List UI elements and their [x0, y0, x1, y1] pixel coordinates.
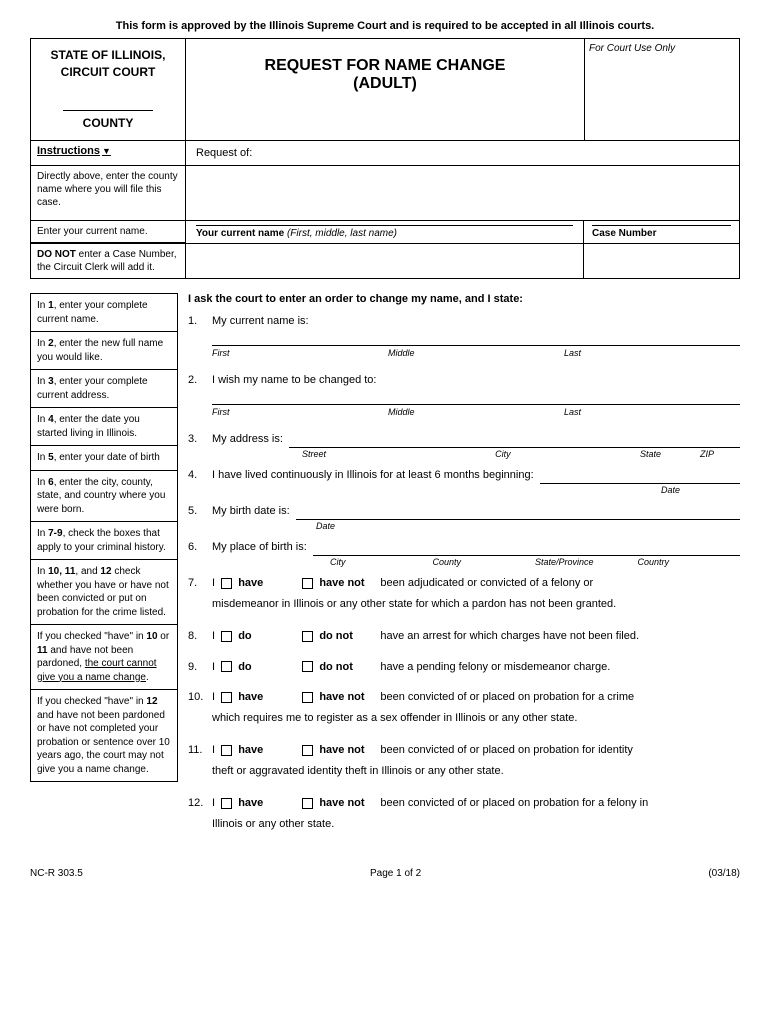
form-date: (03/18) [708, 868, 740, 879]
approval-notice: This form is approved by the Illinois Su… [30, 20, 740, 32]
sidebar-box-4: In 4, enter the date you started living … [30, 407, 178, 445]
sidebar-box-2: In 2, enter the new full name you would … [30, 331, 178, 369]
sidebar-box-5: In 5, enter your date of birth [30, 445, 178, 470]
county-input-line[interactable] [63, 110, 153, 111]
item-5-label: My birth date is: [212, 503, 290, 520]
instructions-row: Instructions Request of: [30, 141, 740, 166]
checkbox-8-donot[interactable] [302, 631, 313, 642]
form-content: I ask the court to enter an order to cha… [188, 293, 740, 848]
checkbox-12-havenot[interactable] [302, 798, 313, 809]
checkbox-10-havenot[interactable] [302, 692, 313, 703]
item-4-input[interactable] [540, 467, 740, 484]
sidebar-box-3: In 3, enter your complete current addres… [30, 369, 178, 407]
sidebar-box-1: In 1, enter your complete current name. [30, 293, 178, 331]
item-2-label: I wish my name to be changed to: [212, 372, 740, 389]
form-number: NC-R 303.5 [30, 868, 83, 879]
checkbox-9-do[interactable] [221, 661, 232, 672]
sidebar: In 1, enter your complete current name.I… [30, 293, 178, 848]
intro-statement: I ask the court to enter an order to cha… [188, 293, 740, 305]
sidebar-box-7: In 7-9, check the boxes that apply to yo… [30, 521, 178, 559]
form-title: REQUEST FOR NAME CHANGE (ADULT) [186, 39, 584, 140]
checkbox-8-do[interactable] [221, 631, 232, 642]
inst-county: Directly above, enter the county name wh… [31, 166, 186, 220]
footer: NC-R 303.5 Page 1 of 2 (03/18) [30, 868, 740, 879]
page-number: Page 1 of 2 [370, 868, 421, 879]
item-2-input[interactable] [212, 391, 740, 405]
inst-name: Enter your current name. [31, 221, 186, 243]
checkbox-7-have[interactable] [221, 578, 232, 589]
item-1-label: My current name is: [212, 313, 740, 330]
state-label: STATE OF ILLINOIS, [37, 47, 179, 64]
sidebar-box-8: In 10, 11, and 12 check whether you have… [30, 559, 178, 624]
case-number-label: Case Number [592, 226, 731, 239]
item-4-label: I have lived continuously in Illinois fo… [212, 467, 534, 484]
checkbox-12-have[interactable] [221, 798, 232, 809]
checkbox-11-havenot[interactable] [302, 745, 313, 756]
header-box: STATE OF ILLINOIS, CIRCUIT COURT COUNTY … [30, 38, 740, 141]
sidebar-box-9: If you checked "have" in 10 or 11 and ha… [30, 624, 178, 689]
county-label: COUNTY [83, 116, 134, 130]
court-use-only: For Court Use Only [584, 39, 739, 140]
request-of-label: Request of: [186, 141, 739, 165]
item-3-label: My address is: [212, 431, 283, 448]
item-3-input[interactable] [289, 431, 740, 448]
checkbox-11-have[interactable] [221, 745, 232, 756]
court-label: CIRCUIT COURT [37, 64, 179, 81]
sidebar-box-6: In 6, enter the city, county, state, and… [30, 470, 178, 522]
item-1-input[interactable] [212, 332, 740, 346]
inst-case: DO NOT enter a Case Number, the Circuit … [31, 244, 186, 278]
request-of-area[interactable] [186, 166, 739, 220]
current-name-label: Your current name (First, middle, last n… [196, 226, 573, 239]
checkbox-10-have[interactable] [221, 692, 232, 703]
checkbox-9-donot[interactable] [302, 661, 313, 672]
sidebar-box-10: If you checked "have" in 12 and have not… [30, 689, 178, 782]
item-5-input[interactable] [296, 503, 740, 520]
checkbox-7-havenot[interactable] [302, 578, 313, 589]
item-6-label: My place of birth is: [212, 539, 307, 556]
header-left: STATE OF ILLINOIS, CIRCUIT COURT COUNTY [31, 39, 186, 140]
item-6-input[interactable] [313, 539, 740, 556]
instructions-header: Instructions [31, 141, 186, 165]
